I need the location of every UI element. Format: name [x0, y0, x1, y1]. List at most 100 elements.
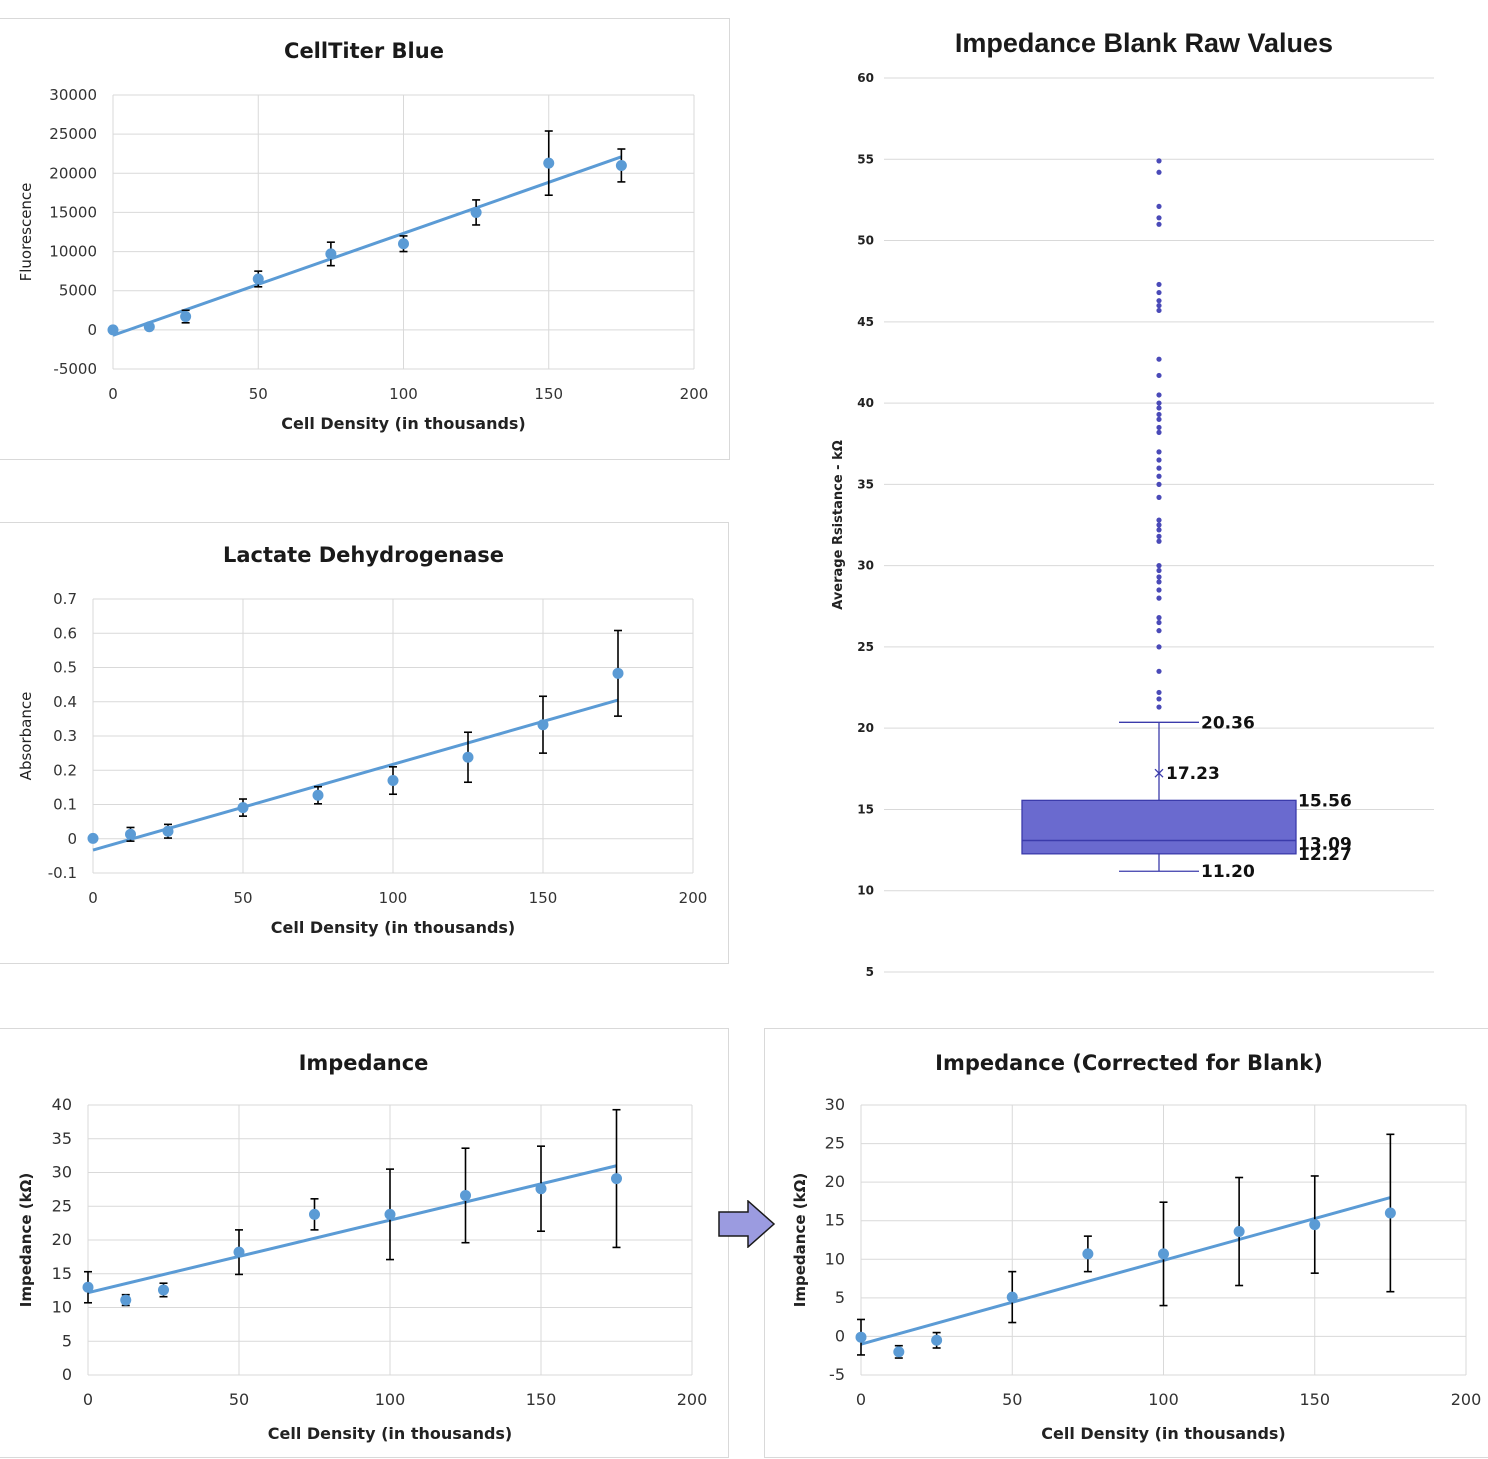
- data-point: [233, 1246, 245, 1258]
- y-tick-label: 15: [857, 802, 874, 816]
- outlier-point: [1156, 579, 1162, 585]
- box-value-label: 13.09: [1298, 835, 1352, 855]
- y-tick-label: 20: [52, 1230, 72, 1249]
- outlier-point: [1156, 215, 1162, 221]
- data-point: [309, 1208, 320, 1220]
- outlier-point: [1156, 416, 1162, 422]
- outlier-point: [1156, 424, 1162, 431]
- trendline: [860, 1196, 1391, 1346]
- outlier-point: [1156, 302, 1162, 309]
- outlier-point: [1156, 538, 1162, 544]
- y-tick-label: 0.7: [53, 590, 77, 608]
- outlier-point: [1156, 494, 1162, 500]
- y-tick-label: 20: [857, 721, 874, 735]
- y-tick-label: 10: [52, 1298, 72, 1317]
- data-point: [398, 238, 409, 250]
- right-arrow-icon: [718, 1200, 776, 1248]
- y-tick-label: 10: [857, 884, 874, 898]
- y-tick-label: 0: [87, 321, 97, 339]
- data-point: [543, 157, 555, 169]
- data-point: [120, 1294, 132, 1306]
- y-tick-label: 0.4: [53, 693, 77, 711]
- outlier-point: [1156, 517, 1162, 523]
- data-point: [387, 775, 399, 787]
- data-point: [462, 751, 474, 763]
- data-point: [125, 828, 136, 840]
- outlier-point: [1156, 595, 1162, 601]
- y-tick-label: 0: [835, 1326, 845, 1345]
- outlier-point: [1156, 457, 1162, 463]
- chart-title: Impedance Blank Raw Values: [954, 28, 1334, 58]
- data-point: [180, 311, 192, 323]
- x-tick-label: 100: [1148, 1390, 1179, 1409]
- y-tick-label: 25: [825, 1134, 845, 1153]
- x-axis-label: Cell Density (in thousands): [1041, 1424, 1286, 1443]
- y-axis-label: Fluorescence: [17, 183, 35, 282]
- y-tick-label: 0.6: [53, 624, 77, 642]
- trendline: [87, 1164, 617, 1295]
- data-point: [143, 321, 155, 333]
- y-tick-label: 35: [52, 1129, 72, 1148]
- outlier-point: [1156, 689, 1162, 696]
- x-tick-label: 150: [529, 889, 558, 907]
- outlier-point: [1156, 527, 1162, 533]
- y-tick-label: 60: [857, 71, 874, 85]
- x-axis-label: Cell Density (in thousands): [281, 414, 526, 433]
- x-tick-label: 100: [389, 385, 418, 403]
- y-tick-label: 0: [62, 1365, 72, 1384]
- outlier-point: [1156, 169, 1162, 175]
- box-value-label: 12.27: [1298, 845, 1352, 865]
- data-point: [611, 1173, 622, 1185]
- y-tick-label: 55: [857, 152, 874, 166]
- outlier-point: [1156, 158, 1162, 164]
- x-tick-label: 50: [229, 1390, 249, 1409]
- interquartile-box: [1021, 799, 1297, 855]
- impedance-corrected-plot: -5 0 5 10 15 20 25 30 0 50 100 150 200 Cell Density (…: [791, 1095, 1482, 1443]
- chart-title: CellTiter Blue: [284, 39, 444, 63]
- impedance-blank-box-plot: 5 10 15 20 25 30 35 40 45 50 55 60 Average Rsistance…: [831, 71, 1434, 979]
- x-tick-label: 200: [1451, 1390, 1482, 1409]
- x-tick-label: 50: [249, 385, 268, 403]
- outlier-point: [1156, 429, 1162, 435]
- outlier-point: [1156, 298, 1162, 304]
- outlier-point: [1156, 567, 1162, 574]
- outlier-point: [1156, 281, 1162, 288]
- y-tick-label: 15: [825, 1211, 845, 1230]
- y-tick-label: 30: [52, 1163, 72, 1182]
- data-point: [460, 1189, 471, 1201]
- outlier-point: [1156, 289, 1162, 296]
- outlier-point: [1156, 411, 1162, 418]
- box-value-label: 15.56: [1298, 791, 1352, 811]
- x-tick-label: 200: [677, 1390, 708, 1409]
- y-tick-label: 0.3: [53, 727, 77, 745]
- y-tick-label: 35: [857, 477, 874, 491]
- y-tick-label: 45: [857, 315, 874, 329]
- data-point: [87, 832, 99, 844]
- trendline: [112, 155, 622, 337]
- outlier-point: [1156, 615, 1162, 621]
- outlier-point: [1156, 307, 1162, 314]
- outlier-point: [1156, 473, 1162, 479]
- data-point: [535, 1183, 547, 1195]
- celltiter-blue-plot: -5000 0 5000 10000 15000 20000 25000 30000 0 50 10…: [17, 86, 708, 433]
- x-tick-label: 100: [379, 889, 408, 907]
- outlier-point: [1156, 203, 1162, 210]
- impedance-chart: Impedance 0 5 10 15 20 25 30 35 40 0 50 100 150 200 Ce…: [0, 1028, 729, 1458]
- data-point: [855, 1331, 867, 1343]
- y-tick-label: 15000: [49, 203, 97, 221]
- outlier-point: [1156, 644, 1162, 650]
- y-tick-label: 5: [866, 965, 874, 979]
- outlier-point: [1156, 372, 1162, 379]
- outlier-point: [1156, 668, 1162, 674]
- y-tick-label: 20000: [49, 164, 97, 182]
- data-point: [107, 324, 119, 336]
- chart-title: Impedance: [298, 1051, 429, 1075]
- y-tick-label: 15: [52, 1264, 72, 1283]
- y-tick-label: 40: [857, 396, 874, 410]
- outlier-point: [1156, 392, 1162, 398]
- data-point: [252, 273, 264, 285]
- y-tick-label: 30000: [49, 86, 97, 104]
- outlier-point: [1156, 563, 1162, 569]
- y-tick-label: 5000: [59, 282, 97, 300]
- data-point: [158, 1284, 169, 1296]
